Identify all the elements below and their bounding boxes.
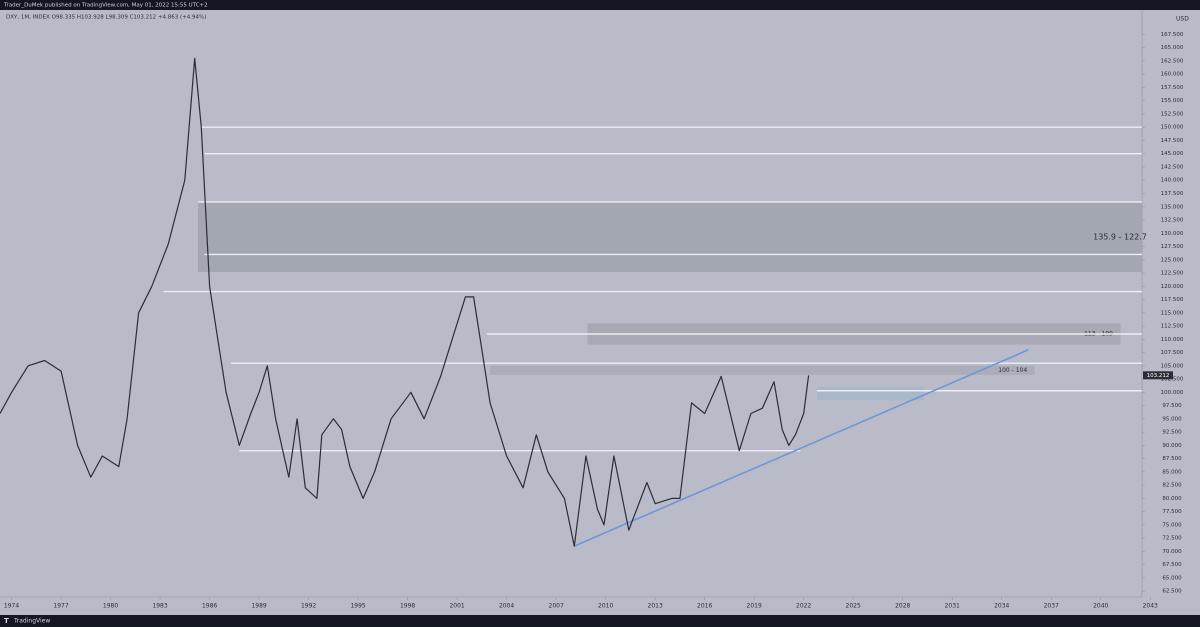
y-tick-label: 162.500 xyxy=(1161,58,1184,64)
y-tick-label: 72.500 xyxy=(1162,536,1182,542)
x-tick-label: 1989 xyxy=(251,603,266,610)
y-tick-label: 165.000 xyxy=(1161,45,1184,51)
x-tick-label: 1974 xyxy=(4,603,19,610)
x-tick-label: 2037 xyxy=(1044,603,1059,610)
x-tick-label: 1992 xyxy=(301,603,316,610)
last-price-label: 103.212 xyxy=(1147,373,1170,379)
y-tick-label: 167.500 xyxy=(1161,32,1184,38)
x-tick-label: 2040 xyxy=(1093,603,1108,610)
x-tick-label: 2031 xyxy=(945,603,960,610)
y-tick-label: 132.500 xyxy=(1161,218,1184,224)
y-tick-label: 70.000 xyxy=(1162,549,1182,555)
y-tick-label: 160.000 xyxy=(1161,72,1184,78)
x-tick-label: 1977 xyxy=(53,603,68,610)
y-tick-label: 130.000 xyxy=(1161,231,1184,237)
x-tick-label: 2007 xyxy=(549,603,564,610)
x-tick-label: 2022 xyxy=(796,603,811,610)
y-tick-label: 62.500 xyxy=(1162,589,1182,595)
x-tick-label: 2013 xyxy=(648,603,663,610)
x-tick-label: 2016 xyxy=(697,603,712,610)
zone xyxy=(816,387,925,401)
y-tick-label: 157.500 xyxy=(1161,85,1184,91)
y-tick-label: 80.000 xyxy=(1162,496,1182,502)
brand: TradingView xyxy=(13,618,50,625)
last-price-marker xyxy=(1143,371,1173,380)
y-tick-label: 127.500 xyxy=(1161,244,1184,250)
x-tick-label: 1980 xyxy=(103,603,118,610)
y-tick-label: 150.000 xyxy=(1161,125,1184,131)
y-tick-label: 82.500 xyxy=(1162,483,1182,489)
plot-background xyxy=(0,10,1200,615)
currency: USD xyxy=(1176,16,1189,23)
y-tick-label: 75.000 xyxy=(1162,522,1182,528)
publisher: Trader_DuMek published on TradingView.co… xyxy=(3,3,208,9)
y-tick-label: 92.500 xyxy=(1162,430,1182,436)
y-tick-label: 85.000 xyxy=(1162,469,1182,475)
y-tick-label: 145.000 xyxy=(1161,151,1184,157)
symbol-info: DXY, 1M, INDEX O98.335 H103.928 L98.309 … xyxy=(6,15,206,21)
y-tick-label: 95.000 xyxy=(1162,416,1182,422)
y-tick-label: 77.500 xyxy=(1162,509,1182,515)
zone-label: 100 - 104 xyxy=(998,367,1027,374)
y-tick-label: 100.000 xyxy=(1161,390,1184,396)
y-tick-label: 65.000 xyxy=(1162,575,1182,581)
x-tick-label: 2010 xyxy=(598,603,613,610)
x-tick-label: 1986 xyxy=(202,603,217,610)
x-tick-label: 2034 xyxy=(994,603,1009,610)
x-tick-label: 2019 xyxy=(747,603,762,610)
y-tick-label: 120.000 xyxy=(1161,284,1184,290)
zone-label: 135.9 - 122.7 xyxy=(1093,232,1147,241)
x-tick-label: 2028 xyxy=(895,603,910,610)
y-tick-label: 117.500 xyxy=(1161,297,1184,303)
trendline xyxy=(573,349,1029,547)
y-tick-label: 112.500 xyxy=(1161,324,1184,330)
y-tick-label: 147.500 xyxy=(1161,138,1184,144)
x-tick-label: 1983 xyxy=(152,603,167,610)
y-tick-label: 140.000 xyxy=(1161,178,1184,184)
y-tick-label: 67.500 xyxy=(1162,562,1182,568)
x-tick-label: 2043 xyxy=(1143,603,1158,610)
y-tick-label: 142.500 xyxy=(1161,164,1184,170)
y-tick-label: 87.500 xyxy=(1162,456,1182,462)
y-tick-label: 125.000 xyxy=(1161,257,1184,263)
zone xyxy=(198,201,1143,272)
bottom-bar xyxy=(0,615,1200,627)
price-line xyxy=(0,57,810,547)
y-tick-label: 155.000 xyxy=(1161,98,1184,104)
y-tick-label: 137.500 xyxy=(1161,191,1184,197)
y-tick-label: 90.000 xyxy=(1162,443,1182,449)
x-tick-label: 2025 xyxy=(846,603,861,610)
top-bar xyxy=(0,0,1200,10)
y-tick-label: 110.000 xyxy=(1161,337,1184,343)
y-tick-label: 152.500 xyxy=(1161,111,1184,117)
y-tick-label: 97.500 xyxy=(1162,403,1182,409)
x-tick-label: 1998 xyxy=(400,603,415,610)
x-tick-label: 2004 xyxy=(499,603,514,610)
brand-logo: T xyxy=(4,617,9,625)
y-tick-label: 107.500 xyxy=(1161,350,1184,356)
y-tick-label: 105.000 xyxy=(1161,363,1184,369)
y-tick-label: 122.500 xyxy=(1161,271,1184,277)
y-tick-label: 102.500 xyxy=(1161,377,1184,383)
y-tick-label: 115.000 xyxy=(1161,310,1184,316)
x-tick-label: 2001 xyxy=(449,603,464,610)
y-tick-label: 135.000 xyxy=(1161,204,1184,210)
zone xyxy=(490,365,1035,375)
x-tick-label: 1995 xyxy=(350,603,365,610)
